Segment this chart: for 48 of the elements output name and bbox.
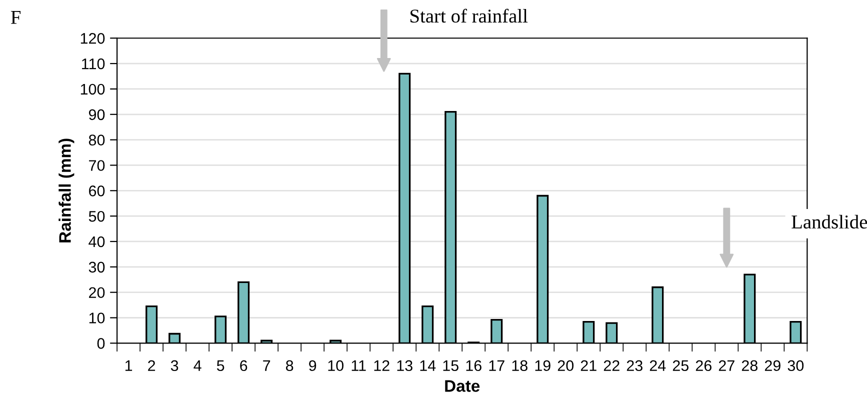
x-tick-label: 14	[420, 360, 436, 371]
x-tick-label: 22	[604, 360, 620, 371]
x-tick-label: 11	[352, 360, 366, 371]
x-tick-label: 25	[672, 360, 689, 372]
y-tick-label: 90	[88, 109, 105, 120]
x-tick-label: 10	[328, 360, 344, 372]
x-tick-label: 18	[512, 360, 528, 372]
y-tick-label: 0	[97, 338, 105, 349]
y-tick-label: 50	[88, 210, 105, 222]
y-tick-label: 80	[88, 134, 105, 146]
x-tick-label: 2	[148, 360, 156, 371]
x-tick-label: 4	[194, 360, 202, 371]
x-tick-label: 28	[742, 360, 758, 372]
y-tick-label: 10	[89, 312, 105, 324]
x-tick-label: 6	[240, 360, 248, 372]
x-tick-label: 29	[764, 360, 780, 372]
x-tick-label: 9	[309, 360, 316, 372]
text: F	[10, 11, 21, 24]
x-tick-label: 5	[216, 360, 224, 372]
y-tick-label: 60	[89, 186, 105, 196]
x-axis-title: Date	[445, 380, 480, 392]
x-tick-label: 16	[466, 360, 482, 372]
x-tick-label: 17	[489, 360, 504, 371]
x-tick-label: 23	[626, 360, 642, 372]
y-tick-label: 70	[89, 160, 105, 171]
x-tick-label: 8	[286, 360, 294, 372]
x-tick-label: 27	[718, 360, 734, 371]
x-tick-label: 15	[443, 360, 458, 372]
y-tick-label: 120	[80, 33, 105, 44]
x-tick-label: 26	[696, 360, 712, 372]
x-tick-label: 1	[125, 360, 132, 371]
y-tick-label: 20	[89, 287, 105, 298]
x-tick-label: 19	[535, 360, 550, 372]
annotation: Start of rainfall	[410, 8, 528, 23]
x-tick-label: 20	[558, 360, 574, 372]
y-tick-label: 100	[80, 84, 105, 95]
y-tick-label: 110	[82, 58, 105, 70]
y-tick-label: 40	[88, 236, 105, 248]
x-tick-label: 3	[170, 360, 178, 372]
x-tick-label: 12	[374, 360, 390, 371]
x-tick-label: 24	[650, 360, 666, 371]
x-tick-label: 13	[397, 360, 412, 372]
annotation: Landslide	[792, 214, 867, 229]
x-tick-label: 21	[580, 360, 596, 371]
y-tick-label: 30	[88, 262, 105, 273]
x-tick-label: 7	[263, 360, 270, 371]
y-axis-title: Rainfall (mm)	[58, 138, 74, 242]
x-tick-label: 30	[788, 360, 804, 372]
